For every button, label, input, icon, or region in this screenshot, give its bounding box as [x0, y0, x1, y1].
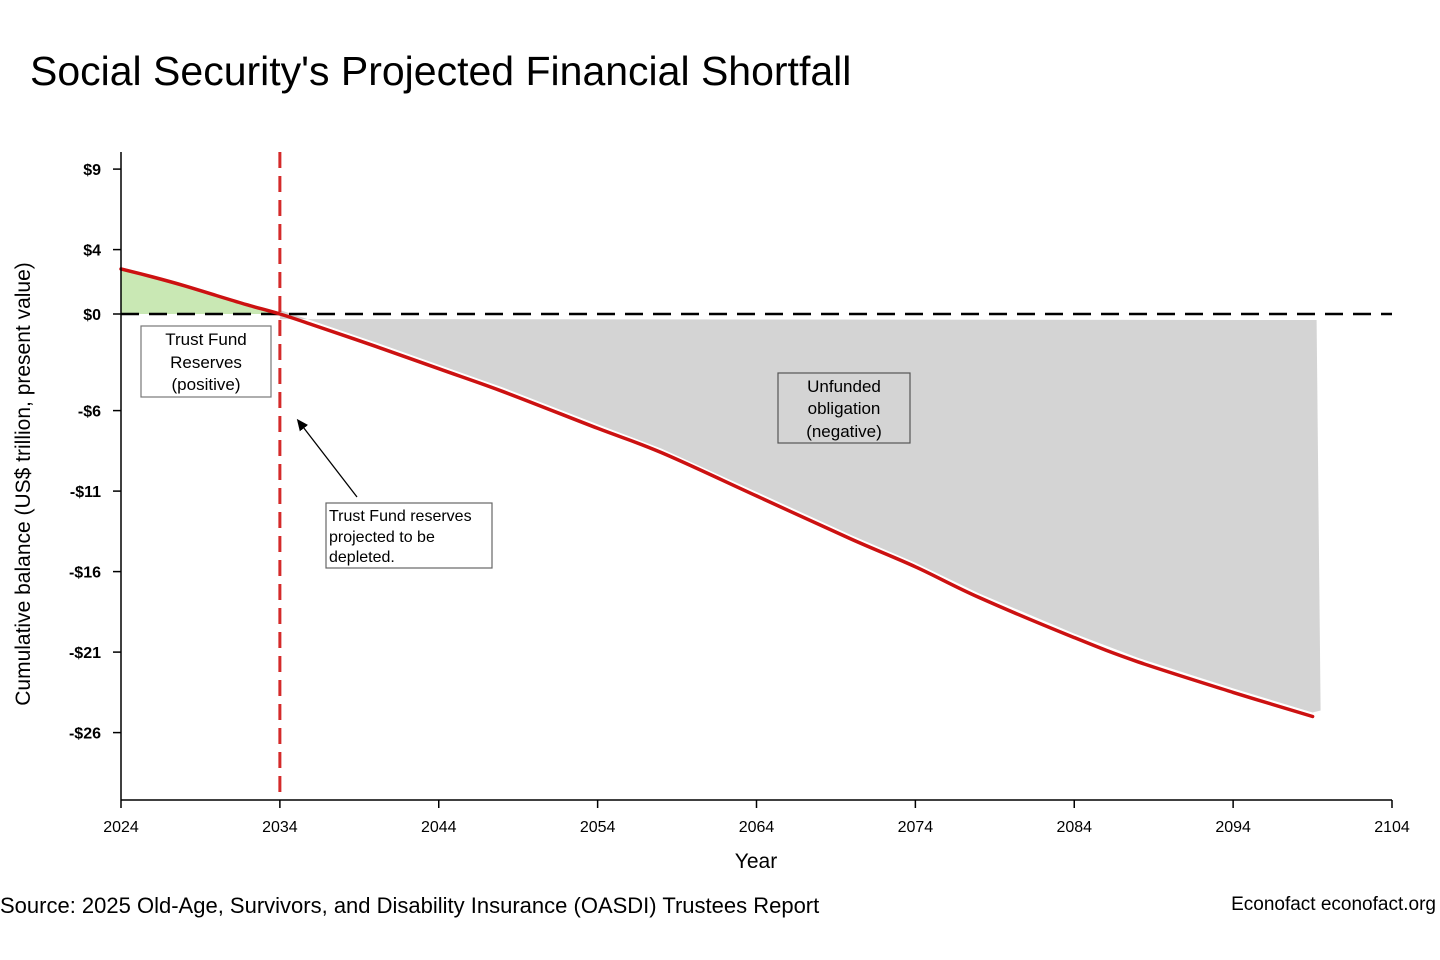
annotation-line: obligation — [808, 399, 881, 418]
y-axis-title: Cumulative balance (US$ trillion, presen… — [12, 262, 35, 706]
x-tick-label: 2094 — [1215, 819, 1251, 836]
annotation-depletion: Trust Fund reserves projected to be depl… — [296, 418, 493, 569]
annotation-line: (positive) — [172, 375, 241, 394]
x-axis-title: Year — [735, 850, 777, 873]
credit-note: Econofact econofact.org — [1231, 894, 1436, 915]
y-tick-label: $9 — [83, 162, 101, 179]
y-tick-label: -$6 — [78, 404, 101, 421]
x-tick-label: 2044 — [421, 819, 457, 836]
x-tick-label: 2084 — [1056, 819, 1092, 836]
annotation-line: (negative) — [806, 422, 882, 441]
annotation-unfunded-obligation: Unfunded obligation (negative) — [777, 372, 911, 444]
annotation-line: Trust Fund reserves — [329, 508, 472, 525]
annotation-trust-fund-reserves: Trust Fund Reserves (positive) — [140, 325, 272, 398]
x-tick-label: 2054 — [580, 819, 616, 836]
x-tick-label: 2064 — [739, 819, 775, 836]
y-tick-label: $0 — [83, 307, 101, 324]
x-tick-label: 2024 — [103, 819, 139, 836]
source-note: Source: 2025 Old-Age, Survivors, and Dis… — [0, 893, 820, 918]
annotation-line: depleted. — [329, 549, 395, 566]
x-tick-label: 2074 — [898, 819, 934, 836]
x-tick-label: 2034 — [262, 819, 298, 836]
annotation-line: Unfunded — [807, 377, 881, 396]
annotation-arrow — [296, 418, 358, 498]
y-tick-label: -$16 — [69, 565, 101, 582]
balance-series-line — [119, 267, 1315, 719]
annotation-line: projected to be — [329, 529, 435, 546]
y-tick-label: -$26 — [69, 726, 101, 743]
y-tick-label: $4 — [83, 243, 101, 260]
y-tick-label: -$11 — [70, 484, 101, 501]
x-axis-ticks: 2024 2034 2044 2054 2064 2074 2084 2094 2104 — [103, 800, 1410, 836]
annotation-line: Trust Fund — [165, 330, 247, 349]
unfunded-obligation-area — [279, 310, 1321, 713]
y-tick-label: -$21 — [69, 645, 101, 662]
y-axis-ticks: $9 $4 $0 -$6 -$11 -$16 -$21 -$26 — [69, 162, 121, 743]
annotation-line: Reserves — [170, 353, 242, 372]
x-tick-label: 2104 — [1374, 819, 1410, 836]
chart-title: Social Security's Projected Financial Sh… — [30, 48, 852, 94]
